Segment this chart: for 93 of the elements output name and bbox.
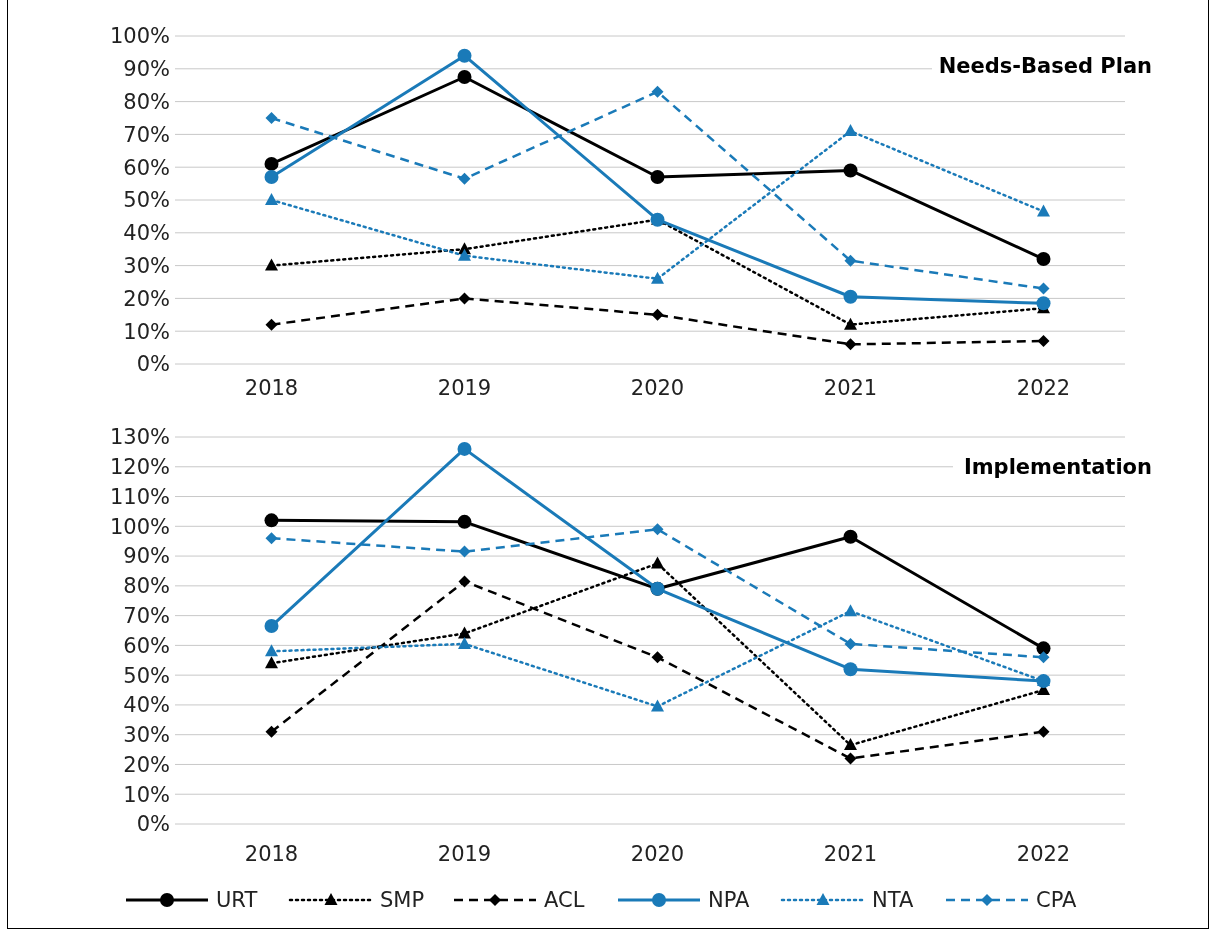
y-tick-label: 80% (123, 89, 170, 114)
point (650, 170, 665, 185)
point (1037, 282, 1050, 295)
legend-label: SMP (380, 888, 425, 913)
point (264, 513, 279, 528)
point (457, 48, 472, 63)
point (457, 441, 472, 456)
x-tick-label: 2021 (823, 841, 878, 866)
point (651, 308, 664, 321)
x-tick-label: 2021 (823, 375, 878, 400)
point (1037, 335, 1050, 348)
point (843, 163, 858, 178)
point (651, 556, 664, 569)
y-tick-label: 90% (123, 544, 170, 569)
point (458, 636, 471, 649)
point (457, 70, 472, 84)
y-tick-label: 40% (123, 221, 170, 246)
point (1036, 296, 1051, 311)
point (844, 254, 857, 267)
text: Needs-Based Plan (938, 54, 1152, 79)
point (843, 662, 858, 677)
x-tick-label: 2018 (244, 375, 299, 400)
point (844, 604, 857, 617)
point (265, 318, 278, 331)
y-tick-label: 10% (123, 319, 170, 344)
y-tick-label: 110% (109, 484, 170, 509)
point (651, 699, 664, 712)
point (844, 338, 857, 351)
point (265, 644, 278, 657)
point (264, 156, 279, 171)
point (265, 193, 278, 205)
y-tick-label: 40% (123, 693, 170, 718)
y-tick-label: 60% (123, 633, 170, 658)
y-tick-label: 120% (109, 455, 170, 480)
point (651, 271, 664, 284)
y-tick-label: 50% (123, 663, 170, 688)
y-tick-label: 100% (109, 514, 170, 539)
point (458, 575, 471, 588)
x-tick-label: 2019 (437, 375, 492, 400)
x-tick-label: 2020 (630, 375, 685, 400)
legend-label: NPA (708, 888, 751, 913)
point (1037, 651, 1050, 664)
point (264, 170, 279, 185)
y-tick-label: 20% (123, 752, 170, 777)
point (844, 317, 857, 330)
y-tick-label: 10% (123, 782, 170, 807)
point (457, 514, 472, 529)
y-tick-label: 0% (136, 812, 170, 837)
point (264, 619, 279, 634)
y-tick-label: 50% (123, 188, 170, 213)
point (265, 532, 278, 545)
point (265, 656, 278, 669)
legend-label: CPA (1036, 888, 1077, 913)
y-tick-label: 100% (109, 24, 170, 49)
y-tick-label: 20% (123, 286, 170, 311)
point (458, 248, 471, 261)
point (458, 626, 471, 639)
y-tick-label: 60% (123, 155, 170, 180)
legend-label: ACL (544, 888, 585, 913)
point (651, 523, 664, 536)
point (458, 545, 471, 558)
x-tick-label: 2019 (437, 841, 492, 866)
text: Implementation (963, 455, 1152, 480)
point (1037, 725, 1050, 738)
point (843, 529, 858, 544)
point (844, 752, 857, 765)
point (1037, 204, 1050, 217)
point (843, 289, 858, 304)
point (651, 85, 664, 98)
point (1036, 252, 1051, 267)
y-tick-label: 30% (123, 253, 170, 278)
point (458, 292, 471, 305)
y-tick-label: 30% (123, 723, 170, 748)
legend-label: URT (216, 888, 258, 913)
point (844, 738, 857, 751)
y-tick-label: 130% (109, 425, 170, 450)
point (844, 637, 857, 650)
y-tick-label: 90% (123, 57, 170, 82)
point (458, 172, 471, 185)
y-tick-label: 0% (136, 352, 170, 377)
x-tick-label: 2022 (1016, 375, 1071, 400)
point (844, 124, 857, 137)
x-tick-label: 2018 (244, 841, 299, 866)
x-tick-label: 2020 (630, 841, 685, 866)
y-tick-label: 70% (123, 603, 170, 628)
y-tick-label: 80% (123, 574, 170, 599)
point (265, 258, 278, 271)
point (265, 725, 278, 738)
legend-label: NTA (872, 888, 914, 913)
point (651, 651, 664, 664)
x-tick-label: 2022 (1016, 841, 1071, 866)
point (265, 112, 278, 124)
y-tick-label: 70% (123, 122, 170, 147)
